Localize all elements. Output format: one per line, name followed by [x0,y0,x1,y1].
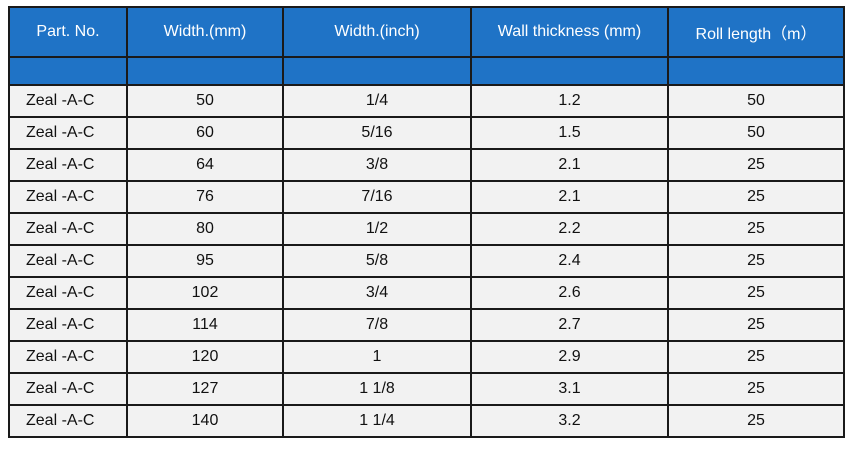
cell-width-mm: 50 [126,84,284,118]
table-row: Zeal -A-C 76 7/16 2.1 25 [8,180,845,214]
spec-table: Part. No. Width.(mm) Width.(inch) Wall t… [8,6,845,438]
band-cell [667,56,845,86]
cell-roll-length: 25 [667,244,845,278]
cell-part-no: Zeal -A-C [8,84,128,118]
cell-width-inch: 5/8 [282,244,472,278]
cell-roll-length: 25 [667,308,845,342]
cell-roll-length: 25 [667,340,845,374]
cell-part-no: Zeal -A-C [8,276,128,310]
cell-roll-length: 50 [667,84,845,118]
table-row: Zeal -A-C 50 1/4 1.2 50 [8,84,845,118]
cell-roll-length: 25 [667,180,845,214]
table-row: Zeal -A-C 64 3/8 2.1 25 [8,148,845,182]
cell-width-mm: 76 [126,180,284,214]
table-row: Zeal -A-C 95 5/8 2.4 25 [8,244,845,278]
cell-roll-length: 25 [667,276,845,310]
header-part-no: Part. No. [8,6,128,58]
cell-part-no: Zeal -A-C [8,404,128,438]
cell-wall-thickness: 2.1 [470,180,669,214]
cell-width-inch: 3/8 [282,148,472,182]
cell-roll-length: 25 [667,404,845,438]
header-wall-thickness: Wall thickness (mm) [470,6,669,58]
cell-width-mm: 114 [126,308,284,342]
table-row: Zeal -A-C 120 1 2.9 25 [8,340,845,374]
cell-wall-thickness: 2.1 [470,148,669,182]
cell-width-inch: 7/16 [282,180,472,214]
spec-table-container: Part. No. Width.(mm) Width.(inch) Wall t… [8,6,845,438]
cell-wall-thickness: 2.7 [470,308,669,342]
cell-width-mm: 95 [126,244,284,278]
table-row: Zeal -A-C 114 7/8 2.7 25 [8,308,845,342]
cell-part-no: Zeal -A-C [8,180,128,214]
table-row: Zeal -A-C 127 1 1/8 3.1 25 [8,372,845,406]
table-header: Part. No. Width.(mm) Width.(inch) Wall t… [8,6,845,86]
cell-roll-length: 25 [667,212,845,246]
table-body: Zeal -A-C 50 1/4 1.2 50 Zeal -A-C 60 5/1… [8,84,845,438]
cell-width-mm: 60 [126,116,284,150]
cell-width-mm: 140 [126,404,284,438]
header-row: Part. No. Width.(mm) Width.(inch) Wall t… [8,6,845,58]
cell-part-no: Zeal -A-C [8,148,128,182]
cell-wall-thickness: 3.1 [470,372,669,406]
table-row: Zeal -A-C 80 1/2 2.2 25 [8,212,845,246]
cell-width-mm: 64 [126,148,284,182]
cell-part-no: Zeal -A-C [8,340,128,374]
cell-roll-length: 25 [667,148,845,182]
cell-wall-thickness: 1.2 [470,84,669,118]
band-cell [126,56,284,86]
band-cell [282,56,472,86]
cell-width-inch: 1/4 [282,84,472,118]
cell-width-inch: 1 1/4 [282,404,472,438]
cell-part-no: Zeal -A-C [8,308,128,342]
table-row: Zeal -A-C 140 1 1/4 3.2 25 [8,404,845,438]
header-band-row [8,56,845,86]
cell-wall-thickness: 2.9 [470,340,669,374]
cell-wall-thickness: 2.6 [470,276,669,310]
band-cell [8,56,128,86]
header-width-inch: Width.(inch) [282,6,472,58]
cell-width-inch: 3/4 [282,276,472,310]
cell-width-inch: 7/8 [282,308,472,342]
cell-width-inch: 5/16 [282,116,472,150]
header-width-mm: Width.(mm) [126,6,284,58]
cell-width-mm: 127 [126,372,284,406]
cell-width-inch: 1 1/8 [282,372,472,406]
cell-width-inch: 1/2 [282,212,472,246]
cell-roll-length: 25 [667,372,845,406]
table-row: Zeal -A-C 102 3/4 2.6 25 [8,276,845,310]
cell-width-mm: 102 [126,276,284,310]
table-row: Zeal -A-C 60 5/16 1.5 50 [8,116,845,150]
cell-roll-length: 50 [667,116,845,150]
cell-width-mm: 120 [126,340,284,374]
cell-wall-thickness: 3.2 [470,404,669,438]
header-roll-length: Roll length（m） [667,6,845,58]
cell-wall-thickness: 2.2 [470,212,669,246]
cell-wall-thickness: 1.5 [470,116,669,150]
cell-width-mm: 80 [126,212,284,246]
cell-wall-thickness: 2.4 [470,244,669,278]
cell-part-no: Zeal -A-C [8,372,128,406]
cell-width-inch: 1 [282,340,472,374]
cell-part-no: Zeal -A-C [8,244,128,278]
cell-part-no: Zeal -A-C [8,116,128,150]
band-cell [470,56,669,86]
cell-part-no: Zeal -A-C [8,212,128,246]
